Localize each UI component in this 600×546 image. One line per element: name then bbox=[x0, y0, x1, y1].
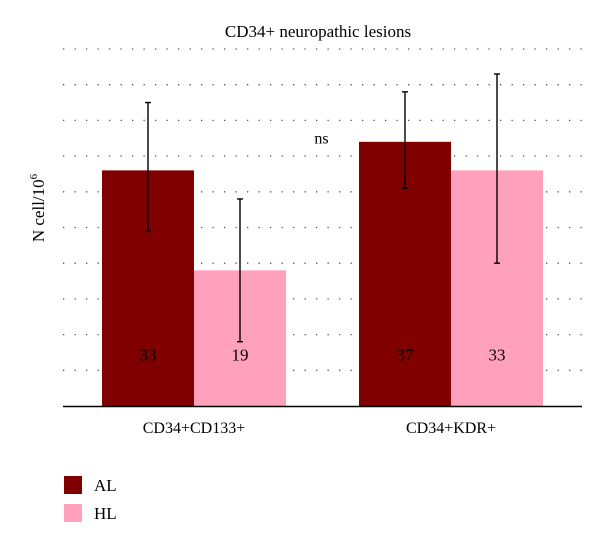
legend-swatch-HL bbox=[64, 504, 82, 522]
bar-value-label: 19 bbox=[232, 345, 249, 364]
bar-value-label: 33 bbox=[140, 345, 157, 364]
bar-value-labels: 33 19 37 33 bbox=[140, 345, 506, 364]
bars bbox=[102, 141, 543, 406]
bar-value-label: 37 bbox=[397, 345, 415, 364]
error-bars bbox=[145, 73, 500, 343]
legend: AL HL bbox=[64, 476, 117, 523]
significance-annotation: ns bbox=[314, 130, 328, 147]
x-tick-labels: CD34+CD133+ CD34+KDR+ bbox=[143, 420, 496, 437]
legend-swatch-AL bbox=[64, 476, 82, 494]
legend-label-HL: HL bbox=[94, 504, 117, 523]
bar-value-label: 33 bbox=[489, 345, 506, 364]
y-axis-label-text: N cell/10 bbox=[29, 179, 48, 242]
y-axis-label-superscript: 6 bbox=[28, 173, 40, 179]
x-tick-label: CD34+KDR+ bbox=[406, 420, 496, 437]
chart-title: CD34+ neuropathic lesions bbox=[225, 22, 411, 41]
y-axis-label: N cell/106 bbox=[28, 173, 48, 242]
x-tick-label: CD34+CD133+ bbox=[143, 420, 246, 437]
legend-label-AL: AL bbox=[94, 476, 117, 495]
